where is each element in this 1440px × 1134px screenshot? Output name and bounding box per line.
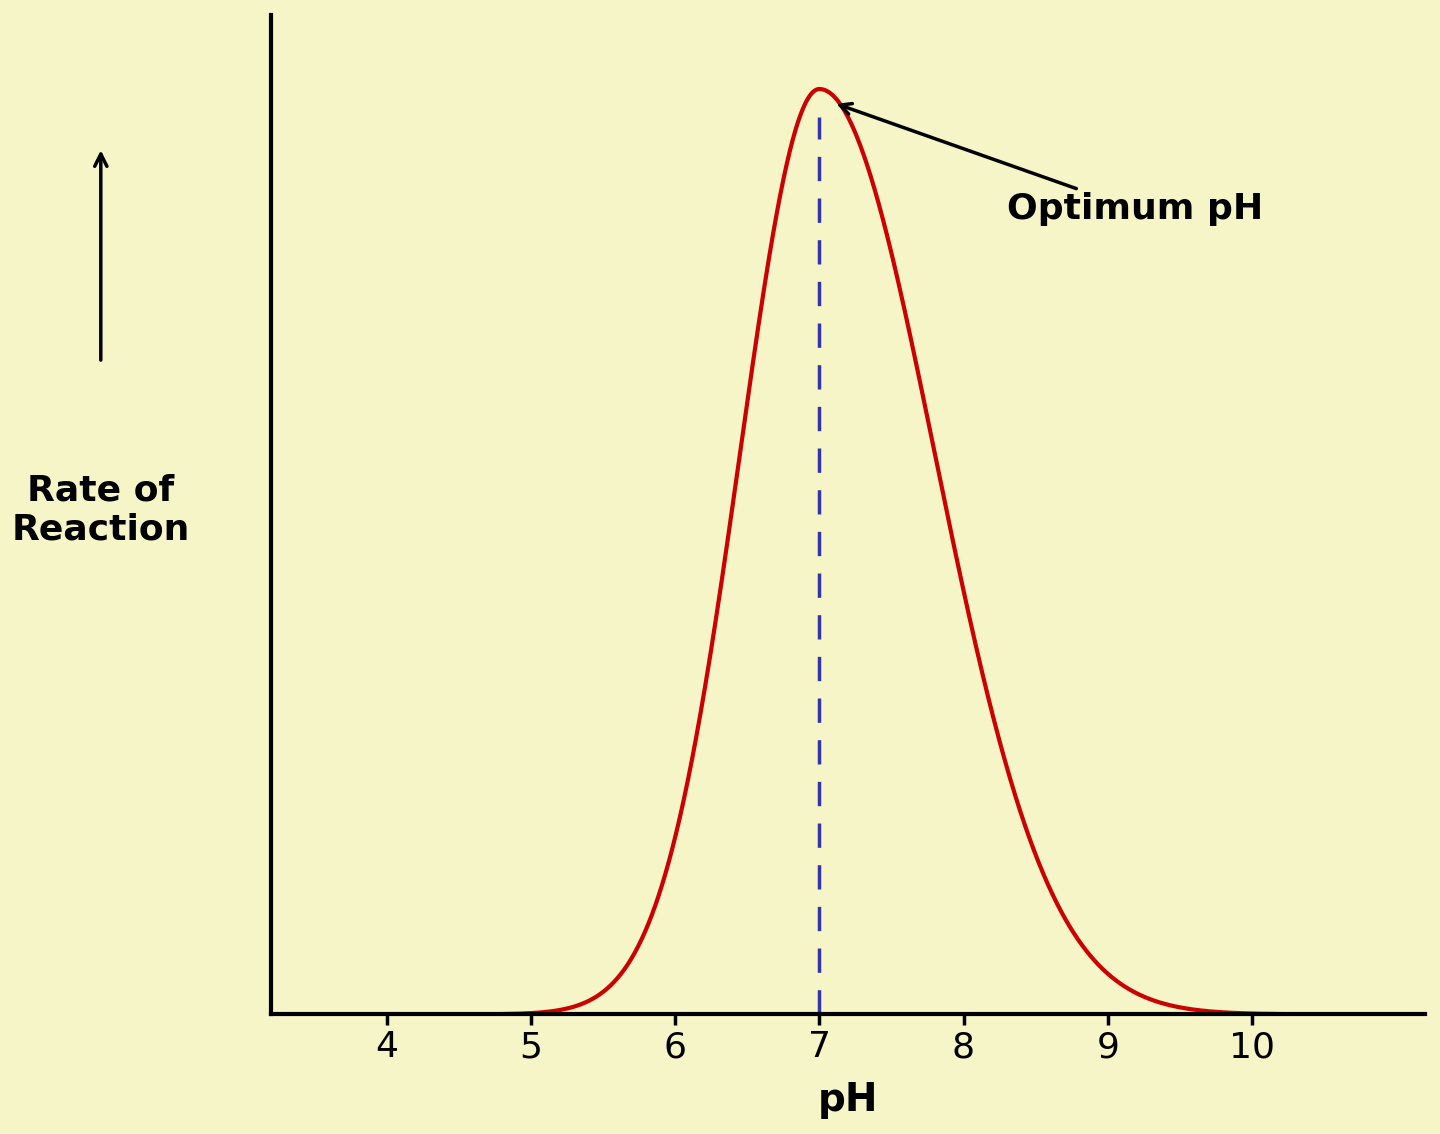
Text: Optimum pH: Optimum pH [840,103,1263,227]
X-axis label: pH: pH [818,1081,878,1119]
Text: Rate of
Reaction: Rate of Reaction [12,474,190,547]
